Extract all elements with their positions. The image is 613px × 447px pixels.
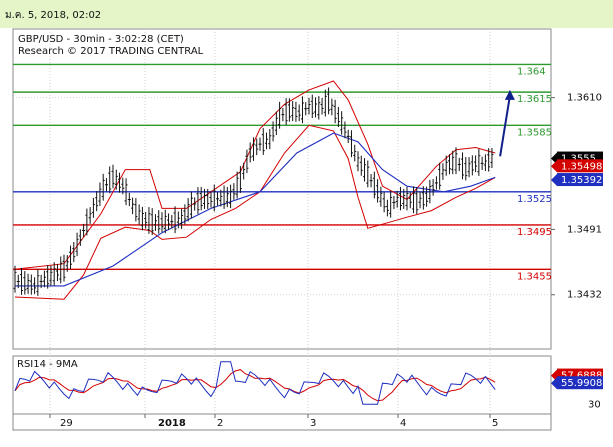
x-axis-panel xyxy=(12,413,552,431)
level-label: 1.3455 xyxy=(517,271,552,282)
x-tick-label: 2018 xyxy=(158,418,186,429)
rsi-tag-label: 57.6888 xyxy=(561,371,602,382)
x-tick-label: 5 xyxy=(492,418,498,429)
rsi-tag-pointer xyxy=(551,377,557,390)
bollinger-bands xyxy=(14,80,496,300)
y-tick-label: 1.3491 xyxy=(567,224,602,235)
rsi-tag-label: 55.9908 xyxy=(561,378,602,389)
grid xyxy=(13,29,551,414)
chart-title: GBP/USD - 30min - 3:02:28 (CET) xyxy=(18,34,184,45)
forecast-arrow-line xyxy=(499,95,511,157)
rsi-tick-label: 30 xyxy=(588,399,601,410)
price-tag-bg xyxy=(557,173,603,187)
rsi-series xyxy=(14,361,496,405)
price-series xyxy=(13,87,494,296)
level-label: 1.364 xyxy=(517,66,546,77)
price-tag-pointer xyxy=(551,174,557,187)
rsi-line xyxy=(14,361,496,405)
timestamp: ม.ค. 5, 2018, 02:02 xyxy=(5,10,102,21)
price-tag-pointer xyxy=(551,152,557,165)
top-status-bar: ม.ค. 5, 2018, 02:02 xyxy=(0,0,613,28)
x-tick-label: 3 xyxy=(310,418,316,429)
x-tick-label: 29 xyxy=(60,418,73,429)
level-lines: 1.364 1.3615 1.3585 1.3525 1.3495 1.3455 xyxy=(13,63,552,282)
level-label: 1.3495 xyxy=(517,227,552,238)
x-tick-label: 4 xyxy=(400,418,406,429)
rsi-tag-pointer xyxy=(551,369,557,382)
forecast-arrow-head xyxy=(504,89,515,100)
y-tick-label: 1.3610 xyxy=(567,93,602,104)
main-panel xyxy=(12,28,552,350)
rsi-panel xyxy=(12,355,552,415)
level-label: 1.3615 xyxy=(517,94,552,105)
price-tag-label: 1.3555 xyxy=(561,154,596,165)
x-tick-label: 2 xyxy=(217,418,223,429)
price-tag-bg xyxy=(557,159,603,173)
price-tag-pointer xyxy=(551,160,557,173)
bollinger-lower xyxy=(14,124,496,300)
price-tag-label: 1.35498 xyxy=(561,161,602,172)
bollinger-upper xyxy=(14,80,496,270)
level-label: 1.3585 xyxy=(517,127,552,138)
price-tag-label: 1.35392 xyxy=(561,175,602,186)
y-tick-label: 1.3432 xyxy=(567,290,602,301)
rsi-tag-bg xyxy=(557,376,603,390)
chart-subtitle: Research © 2017 TRADING CENTRAL xyxy=(18,46,204,57)
level-label: 1.3525 xyxy=(517,194,552,205)
rsi-label: RSI14 - 9MA xyxy=(17,359,78,370)
rsi-ma-line xyxy=(14,369,496,402)
moving-average-line xyxy=(15,132,496,287)
